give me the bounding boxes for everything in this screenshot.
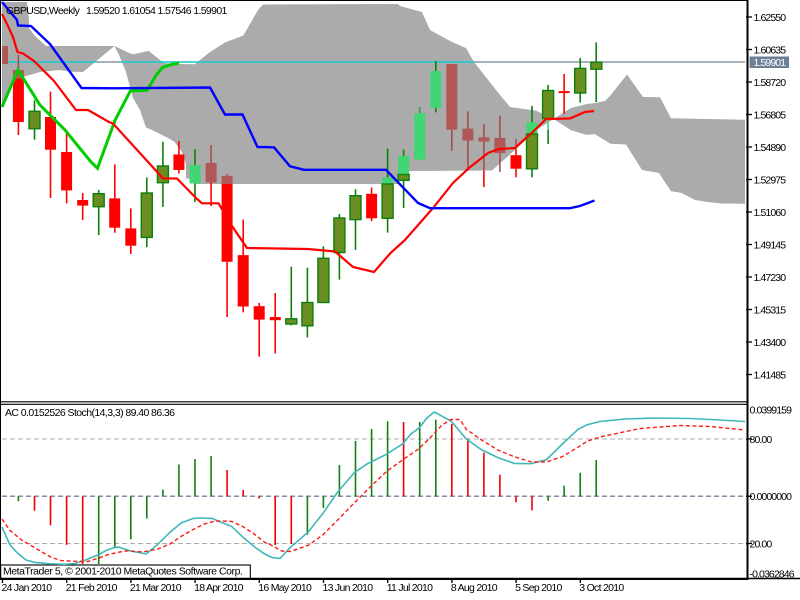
svg-text:8 Aug 2010: 8 Aug 2010 bbox=[451, 582, 498, 594]
svg-text:MetaTrader 5, © 2001-2010 Meta: MetaTrader 5, © 2001-2010 MetaQuotes Sof… bbox=[3, 566, 242, 578]
svg-text:80.00: 80.00 bbox=[750, 434, 773, 446]
svg-text:18 Apr 2010: 18 Apr 2010 bbox=[194, 582, 244, 594]
svg-text:24 Jan 2010: 24 Jan 2010 bbox=[2, 582, 53, 594]
svg-text:11 Jul 2010: 11 Jul 2010 bbox=[387, 582, 433, 594]
svg-text:1.51060: 1.51060 bbox=[754, 207, 787, 219]
svg-text:0.0399159: 0.0399159 bbox=[750, 404, 793, 416]
svg-text:1.54890: 1.54890 bbox=[754, 142, 787, 154]
svg-text:GBPUSD,Weekly 1.59520 1.6105: GBPUSD,Weekly 1.59520 1.61054 1.57546 1.… bbox=[6, 5, 228, 17]
svg-text:1.43400: 1.43400 bbox=[754, 337, 787, 349]
svg-text:1.62550: 1.62550 bbox=[754, 12, 787, 24]
svg-text:1.56805: 1.56805 bbox=[754, 109, 787, 121]
svg-text:1.59901: 1.59901 bbox=[754, 57, 787, 69]
svg-text:0.0000000: 0.0000000 bbox=[750, 491, 793, 503]
svg-text:5 Sep 2010: 5 Sep 2010 bbox=[515, 582, 562, 594]
svg-text:20.00: 20.00 bbox=[750, 538, 773, 550]
svg-text:-0.0362846: -0.0362846 bbox=[750, 568, 795, 580]
svg-text:21 Mar 2010: 21 Mar 2010 bbox=[130, 582, 182, 594]
svg-text:1.58720: 1.58720 bbox=[754, 77, 787, 89]
svg-text:1.49145: 1.49145 bbox=[754, 239, 787, 251]
svg-text:AC 0.0152526 Stoch(14,3,3) 89.: AC 0.0152526 Stoch(14,3,3) 89.40 86.36 bbox=[5, 407, 175, 419]
svg-text:21 Feb 2010: 21 Feb 2010 bbox=[66, 582, 118, 594]
svg-text:1.60635: 1.60635 bbox=[754, 44, 787, 56]
svg-text:1.41485: 1.41485 bbox=[754, 369, 787, 381]
svg-text:1.52975: 1.52975 bbox=[754, 174, 787, 186]
svg-text:1.45315: 1.45315 bbox=[754, 304, 787, 316]
svg-text:13 Jun 2010: 13 Jun 2010 bbox=[323, 582, 374, 594]
svg-text:3 Oct 2010: 3 Oct 2010 bbox=[579, 582, 624, 594]
svg-text:16 May 2010: 16 May 2010 bbox=[258, 582, 312, 594]
svg-text:1.47230: 1.47230 bbox=[754, 272, 787, 284]
